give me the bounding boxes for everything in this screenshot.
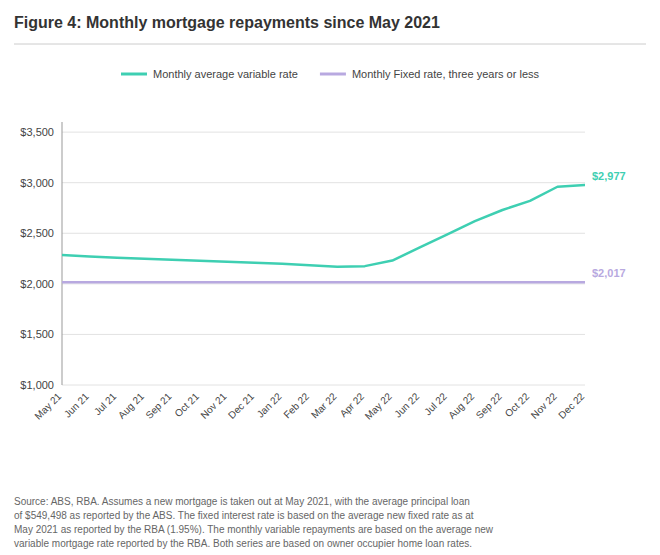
y-tick-label: $3,000: [20, 177, 54, 189]
source: Source: ABS, RBA. Assumes a new mortgage…: [14, 496, 494, 549]
series-line: [62, 281, 585, 284]
grid-line: [62, 334, 585, 335]
x-tick-label: Dec 22: [556, 390, 586, 420]
y-tick-label: $2,500: [20, 227, 54, 239]
y-tick-label: $3,500: [20, 126, 54, 138]
grid: [62, 132, 585, 385]
x-tick-label: Jan 22: [255, 390, 284, 419]
title: Figure 4: Monthly mortgage repayments si…: [14, 14, 440, 31]
x-tick-label: Feb 22: [281, 390, 311, 420]
x-tick-label: Aug 22: [446, 390, 476, 420]
x-tick-label: Nov 21: [198, 390, 228, 420]
y-axis-line: [62, 122, 63, 385]
x-tick-label: Aug 21: [116, 390, 146, 420]
end-label: $2,977: [592, 170, 626, 182]
y-tick-label: $1,000: [20, 379, 54, 391]
chart: Figure 4: Monthly mortgage repayments si…: [0, 0, 660, 555]
x-tick-label: May 21: [32, 390, 63, 421]
grid-line: [62, 233, 585, 234]
grid-line: [62, 182, 585, 183]
series-line: [62, 185, 585, 267]
x-tick-label: Mar 22: [309, 390, 339, 420]
x-tick-label: Jun 22: [392, 390, 421, 419]
legend-item: Monthly average variable rate: [121, 68, 298, 80]
legend-label: Monthly Fixed rate, three years or less: [352, 68, 540, 80]
end-label: $2,017: [592, 267, 626, 279]
x-tick-label: Oct 22: [503, 390, 532, 419]
legend: Monthly average variable rate Monthly Fix…: [121, 68, 539, 80]
x-tick-label: Nov 22: [529, 390, 559, 420]
x-tick-label: Sep 21: [143, 390, 173, 420]
source-line: Source: ABS, RBA. Assumes a new mortgage…: [14, 496, 470, 507]
x-tick-label: Oct 21: [172, 390, 201, 419]
source-line: of $549,498 as reported by the ABS. The …: [14, 510, 474, 521]
grid-line: [62, 132, 585, 133]
grid-line: [62, 283, 585, 284]
x-tick-label: Apr 22: [338, 390, 367, 419]
source-line: variable mortgage rate reported by the R…: [14, 538, 472, 549]
grid-line: [62, 385, 585, 386]
lines: [62, 185, 585, 282]
y-tick-label: $2,000: [20, 278, 54, 290]
x-tick-label: May 22: [363, 390, 394, 421]
title-rule: [14, 44, 646, 45]
legend-item: Monthly Fixed rate, three years or less: [320, 68, 540, 80]
x-tick-label: Jun 21: [62, 390, 91, 419]
y-tick-label: $1,500: [20, 328, 54, 340]
x-tick-label: Dec 21: [226, 390, 256, 420]
x-tick-label: Sep 22: [474, 390, 504, 420]
source-line: May 2021 as reported by the RBA (1.95%).…: [14, 524, 494, 535]
legend-label: Monthly average variable rate: [153, 68, 298, 80]
legend-swatch: [320, 73, 346, 76]
legend-swatch: [121, 73, 147, 76]
